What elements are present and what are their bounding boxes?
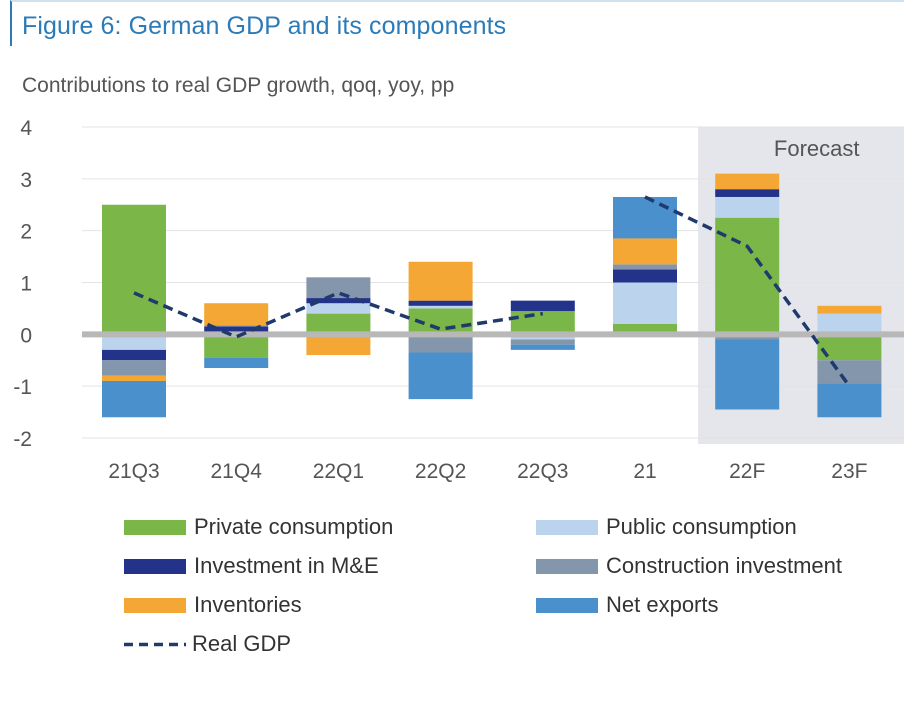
y-tick-label: 2 (20, 221, 32, 244)
y-tick-label: 0 (20, 324, 32, 347)
legend-swatch-net-exports (536, 597, 598, 613)
legend-swatch-public-consumption (536, 519, 598, 535)
legend-label: Real GDP (192, 631, 292, 656)
x-tick-label: 23F (831, 460, 867, 483)
bar-segment (715, 339, 780, 410)
x-tick-label: 22F (729, 460, 765, 483)
title-frame (10, 0, 904, 46)
bar-segment (510, 300, 575, 312)
bar-segment (715, 189, 780, 197)
x-tick-label: 21 (633, 460, 656, 483)
y-tick-label: -1 (13, 376, 32, 399)
legend-label: Net exports (606, 592, 719, 617)
legend-construction-investment: Construction investment (536, 553, 842, 579)
bar-segment (613, 282, 677, 324)
bar-segment (204, 303, 269, 326)
legend-label: Inventories (194, 592, 302, 617)
legend-investment-me: Investment in M&E (124, 553, 379, 579)
x-tick-label: 22Q3 (517, 460, 568, 483)
bar-segment (613, 238, 677, 265)
bar-segment (306, 313, 371, 335)
bar-segment (204, 326, 269, 332)
legend-private-consumption: Private consumption (124, 514, 393, 540)
legend-label: Construction investment (606, 553, 842, 578)
legend-label: Investment in M&E (194, 553, 379, 578)
bar-segment (204, 334, 269, 358)
x-tick-label: 21Q4 (211, 460, 263, 483)
x-tick-label: 21Q3 (108, 460, 159, 483)
y-tick-label: 1 (20, 273, 32, 296)
bar-segment (102, 204, 166, 335)
legend-net-exports: Net exports (536, 592, 719, 618)
bar-segment (306, 298, 371, 304)
y-tick-label: -2 (13, 428, 32, 451)
legend-label: Public consumption (606, 514, 797, 539)
legend-real-gdp: Real GDP (124, 631, 291, 657)
bar-segment (817, 313, 882, 335)
figure-subtitle: Contributions to real GDP growth, qoq, y… (22, 74, 455, 97)
bar-segment (306, 277, 371, 299)
bar-segment (306, 334, 371, 356)
legend-public-consumption: Public consumption (536, 514, 797, 540)
bar-segment (817, 383, 882, 418)
real-gdp-line-annual (644, 195, 851, 388)
bar-segment (715, 173, 780, 190)
legend-swatch-investment-me (124, 558, 186, 574)
x-tick-label: 22Q2 (415, 460, 466, 483)
bar-segment (408, 305, 473, 309)
bar-segment (613, 323, 677, 335)
bar-segment (204, 325, 269, 327)
bar-segment (204, 357, 269, 369)
bar-segment (102, 360, 166, 376)
bar-segment (817, 360, 882, 384)
legend-swatch-private-consumption (124, 519, 186, 535)
x-tick-label: 22Q1 (313, 460, 364, 483)
bar-segment (613, 264, 677, 270)
y-tick-label: 3 (20, 169, 32, 192)
legend-label: Private consumption (194, 514, 394, 539)
forecast-label: Forecast (774, 136, 860, 161)
y-tick-label: 4 (20, 117, 32, 140)
bar-segment (408, 334, 473, 353)
legend-swatch-inventories (124, 597, 186, 613)
bar-segment (408, 261, 473, 301)
bar-segment (102, 380, 166, 418)
bar-segment (102, 349, 166, 361)
bar-segment (102, 334, 166, 350)
bar-segment (510, 339, 575, 345)
figure-title: Figure 6: German GDP and its components (22, 12, 507, 40)
bar-segment (510, 344, 575, 350)
bar-segment (715, 196, 780, 218)
legend-inventories: Inventories (124, 592, 302, 618)
legend-swatch-construction-investment (536, 558, 598, 574)
bar-segment (613, 196, 677, 239)
legend-swatch-real-gdp (124, 637, 186, 652)
bar-segment (613, 269, 677, 283)
bar-segment (817, 305, 882, 314)
bar-segment (306, 303, 371, 314)
bar-segment (408, 352, 473, 400)
bar-segment (408, 300, 473, 306)
bar-segment (102, 375, 166, 381)
